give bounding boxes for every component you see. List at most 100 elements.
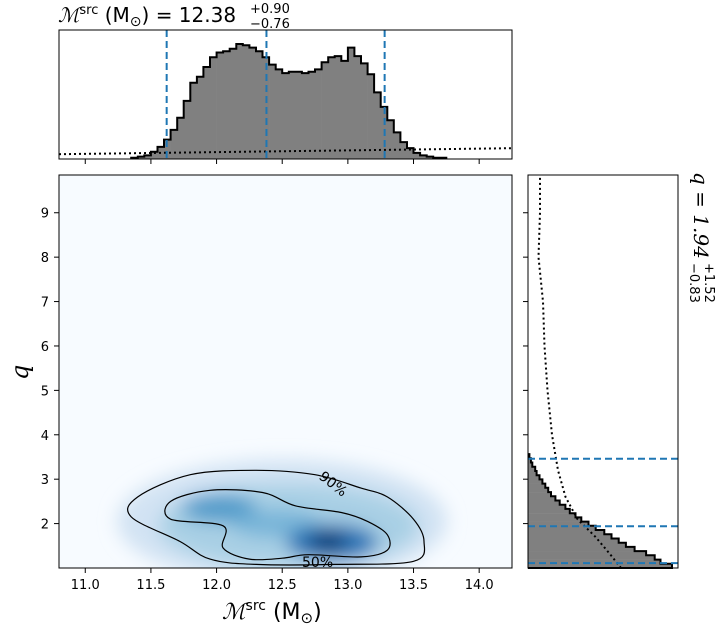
right-hist-bar — [528, 521, 589, 527]
contour-90-line — [127, 469, 426, 566]
top-hist-bar — [367, 74, 375, 159]
right-hist-bar — [528, 508, 570, 514]
right-marginal-panel — [523, 174, 679, 569]
top-prior-line — [58, 147, 513, 156]
right-hist-bar — [528, 458, 531, 463]
x-tick-label: 12.0 — [202, 578, 231, 593]
top-hist-bar — [236, 44, 244, 159]
top-hist-bar — [374, 92, 381, 159]
top-hist-bar — [144, 155, 152, 159]
x-tick-label: 12.5 — [268, 578, 297, 593]
top-hist-bar — [150, 151, 158, 159]
y-tick-label: 3 — [41, 473, 49, 488]
top-marginal-panel — [58, 29, 513, 164]
x-tick-label: 14.0 — [465, 578, 494, 593]
y-tick-label: 6 — [41, 340, 49, 355]
right-hist-bar — [528, 551, 647, 556]
right-hist-bar — [528, 513, 576, 518]
right-hist-bar — [528, 471, 537, 476]
right-hist-bar — [528, 559, 661, 565]
right-title-plus-error: +1.52 — [701, 263, 716, 303]
top-hist-bar — [334, 56, 342, 159]
top-hist-bar — [223, 51, 230, 159]
right-hist-bar — [528, 538, 619, 543]
top-panel-title: ℳsrc (M⊙) = 12.38 — [58, 3, 236, 30]
right-hist-outline — [528, 453, 673, 569]
top-hist-bar — [190, 82, 198, 159]
y-tick-label: 2 — [41, 518, 49, 533]
right-hist-bar — [528, 466, 536, 472]
contour-label-50: 50% — [302, 555, 333, 571]
right-hist-bar — [528, 496, 556, 501]
right-hist-bar — [528, 475, 540, 480]
y-tick-label: 5 — [41, 384, 49, 399]
x-tick-label: 13.5 — [399, 578, 428, 593]
top-hist-bar — [137, 156, 145, 159]
top-hist-bar — [328, 57, 336, 159]
x-tick-label: 11.5 — [136, 578, 165, 593]
y-tick-label: 8 — [41, 251, 49, 266]
right-hist-bar — [528, 563, 672, 569]
right-panel-title: q = 1.94 — [689, 172, 713, 259]
top-hist-bar — [164, 139, 171, 159]
top-hist-bar — [288, 71, 296, 159]
y-tick-label: 9 — [41, 207, 49, 222]
y-tick-label: 4 — [41, 429, 49, 444]
top-hist-bar — [341, 60, 349, 159]
right-hist-bar — [528, 462, 533, 467]
y-tick-label: 7 — [41, 296, 49, 311]
top-hist-bar — [295, 71, 303, 159]
top-hist-bar — [347, 47, 355, 159]
top-hist-bar — [315, 69, 322, 159]
right-hist-bar — [528, 504, 566, 510]
top-hist-bar — [407, 148, 414, 159]
top-hist-bar — [301, 73, 309, 159]
top-hist-bar — [216, 52, 224, 159]
joint-heatmap-panel: 90% 50% 11.0 11.5 12.0 12.5 13.0 13.5 14.0 234… — [41, 174, 513, 593]
x-tick-label: 13.0 — [333, 578, 362, 593]
top-hist-bar — [242, 45, 250, 160]
x-axis-label: ℳsrc (M⊙) — [222, 598, 322, 627]
density-core — [308, 532, 349, 551]
top-hist-bar — [203, 67, 211, 159]
top-hist-bar — [426, 156, 434, 159]
density-peak-secondary — [181, 494, 258, 523]
top-hist-bar — [269, 64, 276, 159]
top-title-minus-error: −0.76 — [250, 17, 290, 32]
top-hist-bar — [361, 63, 368, 159]
top-hist-bar — [249, 47, 257, 159]
right-hist-bar — [528, 555, 655, 560]
top-hist-outline — [130, 43, 448, 159]
right-hist-bar — [528, 525, 596, 531]
right-hist-bar — [528, 517, 582, 522]
right-hist-bar — [528, 546, 635, 552]
right-title-minus-error: −0.83 — [686, 263, 701, 303]
top-hist-bar — [282, 73, 290, 159]
right-prior-line — [537, 175, 622, 569]
right-hist-bar — [528, 542, 626, 548]
top-hist-bar — [275, 69, 283, 159]
top-hist-bar — [256, 51, 263, 159]
right-hist-bar — [528, 487, 549, 493]
top-hist-bar — [170, 129, 178, 159]
top-hist-bar — [210, 57, 217, 159]
top-hist-bar — [420, 155, 427, 159]
y-axis-label: q — [6, 365, 34, 380]
top-hist-bar — [229, 48, 237, 159]
right-hist-bar — [528, 500, 560, 505]
right-hist-bar — [528, 534, 612, 539]
top-hist-bar — [177, 117, 185, 159]
x-tick-label: 11.0 — [71, 578, 100, 593]
top-hist-bar — [387, 120, 395, 159]
top-hist-bar — [354, 56, 362, 159]
top-hist-bar — [400, 142, 408, 159]
top-hist-bar — [393, 132, 401, 159]
right-hist-bar — [528, 492, 551, 497]
top-title-plus-error: +0.90 — [250, 2, 290, 17]
top-hist-bar — [308, 71, 316, 159]
contour-50-line — [164, 489, 391, 561]
top-hist-bar — [413, 152, 421, 159]
top-hist-bar — [321, 62, 329, 160]
right-hist-bar — [528, 479, 543, 484]
